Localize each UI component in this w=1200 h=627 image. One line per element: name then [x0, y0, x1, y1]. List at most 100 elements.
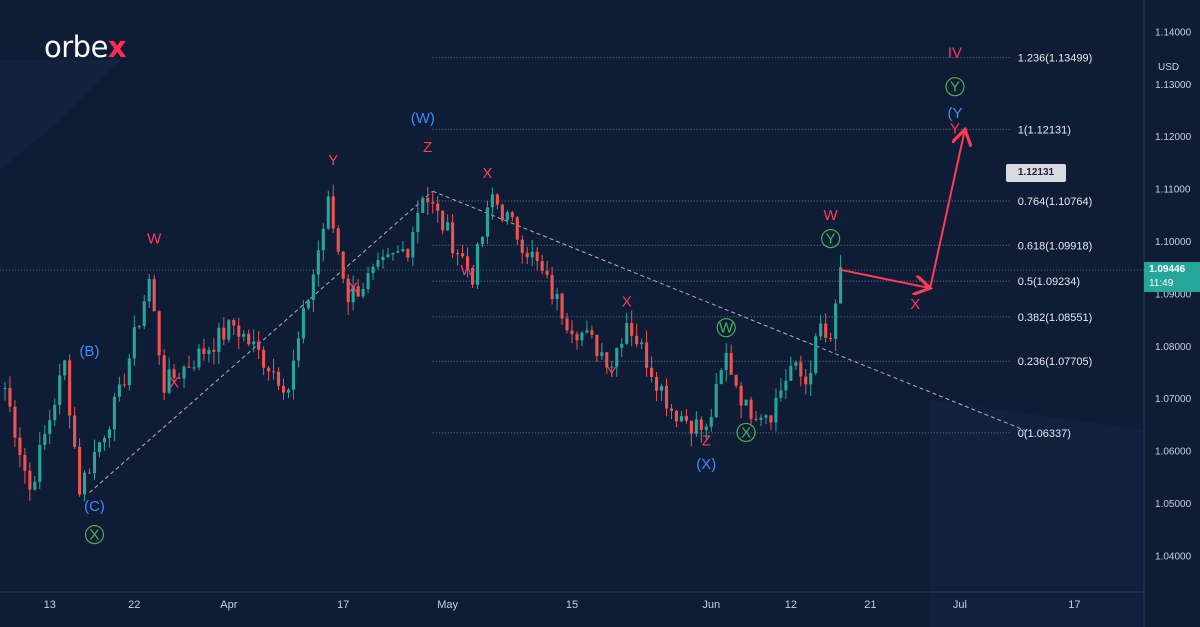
candle-body	[8, 387, 12, 407]
trendline	[89, 190, 434, 493]
x-tick-label: Apr	[220, 599, 237, 611]
candle-body	[411, 232, 415, 258]
wave-label: W	[147, 231, 162, 248]
y-tick-label: 1.09000	[1155, 289, 1192, 300]
candle-body	[530, 251, 534, 258]
y-tick-label: 1.13000	[1155, 80, 1192, 91]
candle-body	[645, 342, 649, 368]
candle-body	[659, 385, 664, 391]
candle-body	[331, 196, 335, 229]
bar-countdown: 11:49	[1149, 278, 1174, 289]
candle-body	[535, 251, 539, 262]
candle-body	[217, 327, 221, 352]
candle-body	[515, 217, 519, 240]
candle-body	[192, 367, 196, 369]
candle-body	[505, 212, 509, 221]
fib-level-label: 1.236(1.13499)	[1018, 53, 1093, 65]
candle-body	[580, 332, 584, 341]
candle-body	[247, 333, 251, 345]
candle-body	[834, 303, 838, 339]
fib-level-label: 0.764(1.10764)	[1018, 196, 1093, 208]
candle-body	[416, 212, 420, 233]
candle-body	[590, 330, 594, 335]
candle-body	[630, 322, 634, 336]
candle-body	[301, 308, 305, 339]
candle-body	[107, 429, 111, 438]
wave-label: Y	[607, 364, 617, 381]
y-tick-label: 1.12000	[1155, 132, 1192, 143]
candle-body	[426, 197, 430, 203]
candle-body	[714, 384, 718, 418]
candle-body	[321, 228, 325, 251]
target-price-callout: 1.12131	[1006, 164, 1066, 182]
fib-level-label: 0.382(1.08551)	[1018, 312, 1093, 324]
candle-body	[719, 370, 723, 385]
candle-body	[694, 419, 698, 434]
candle-body	[92, 452, 97, 474]
fib-level-label: 0.618(1.09918)	[1018, 240, 1093, 252]
candle-body	[789, 365, 793, 381]
candle-body	[809, 373, 813, 385]
candle-body	[595, 334, 599, 356]
candle-body	[744, 399, 748, 406]
candle-body	[53, 405, 57, 421]
candle-body	[734, 374, 738, 386]
y-tick-label: 1.05000	[1155, 499, 1192, 510]
candle-body	[664, 385, 669, 409]
candle-body	[540, 261, 544, 271]
candle-body	[784, 380, 788, 391]
candle-body	[709, 417, 713, 427]
wave-label: X	[741, 424, 751, 441]
candle-body	[187, 366, 191, 368]
y-tick-label: 1.11000	[1155, 185, 1191, 196]
candle-body	[525, 252, 529, 258]
wave-label: W	[719, 320, 734, 337]
candle-body	[267, 367, 271, 372]
candle-body	[600, 352, 604, 356]
candle-body	[620, 343, 624, 348]
candle-body	[68, 360, 72, 416]
wave-label: X	[169, 375, 179, 392]
candle-body	[684, 415, 688, 421]
currency-label: USD	[1158, 62, 1180, 73]
candle-body	[23, 455, 27, 471]
candle-body	[470, 268, 475, 285]
x-tick-label: 12	[785, 599, 797, 611]
candle-body	[804, 376, 808, 385]
wave-label: (Y	[947, 105, 962, 122]
candle-body	[172, 369, 176, 378]
wave-label: X	[622, 293, 632, 310]
candle-body	[605, 352, 609, 368]
wave-label: Z	[423, 139, 432, 156]
orbex-logo: orbex	[44, 30, 127, 64]
candle-body	[137, 326, 141, 328]
y-tick-label: 1.10000	[1155, 237, 1192, 248]
wave-label: (W)	[411, 110, 435, 127]
candle-body	[371, 266, 375, 274]
y-tick-label: 1.06000	[1155, 447, 1192, 458]
trendline	[432, 190, 1030, 433]
wave-label: X	[348, 279, 358, 296]
x-tick-label: 17	[337, 599, 349, 611]
candle-body	[431, 202, 435, 204]
candle-body	[33, 481, 37, 490]
candle-body	[560, 293, 564, 319]
candle-body	[824, 323, 828, 338]
fib-level-label: 1(1.12131)	[1018, 124, 1071, 136]
candle-body	[635, 335, 639, 345]
wave-label: X	[89, 527, 99, 544]
candle-body	[699, 419, 703, 430]
candle-body	[625, 322, 629, 344]
wave-label: W	[460, 262, 475, 279]
candle-body	[351, 286, 355, 303]
candle-body	[346, 278, 350, 303]
candle-body	[97, 442, 102, 453]
candle-body	[779, 390, 783, 398]
candle-body	[520, 239, 524, 253]
candle-body	[480, 236, 485, 244]
candle-body	[276, 371, 281, 386]
wave-label: W	[824, 207, 839, 224]
candle-body	[386, 254, 390, 257]
candle-body	[197, 348, 201, 368]
candle-body	[545, 270, 549, 275]
